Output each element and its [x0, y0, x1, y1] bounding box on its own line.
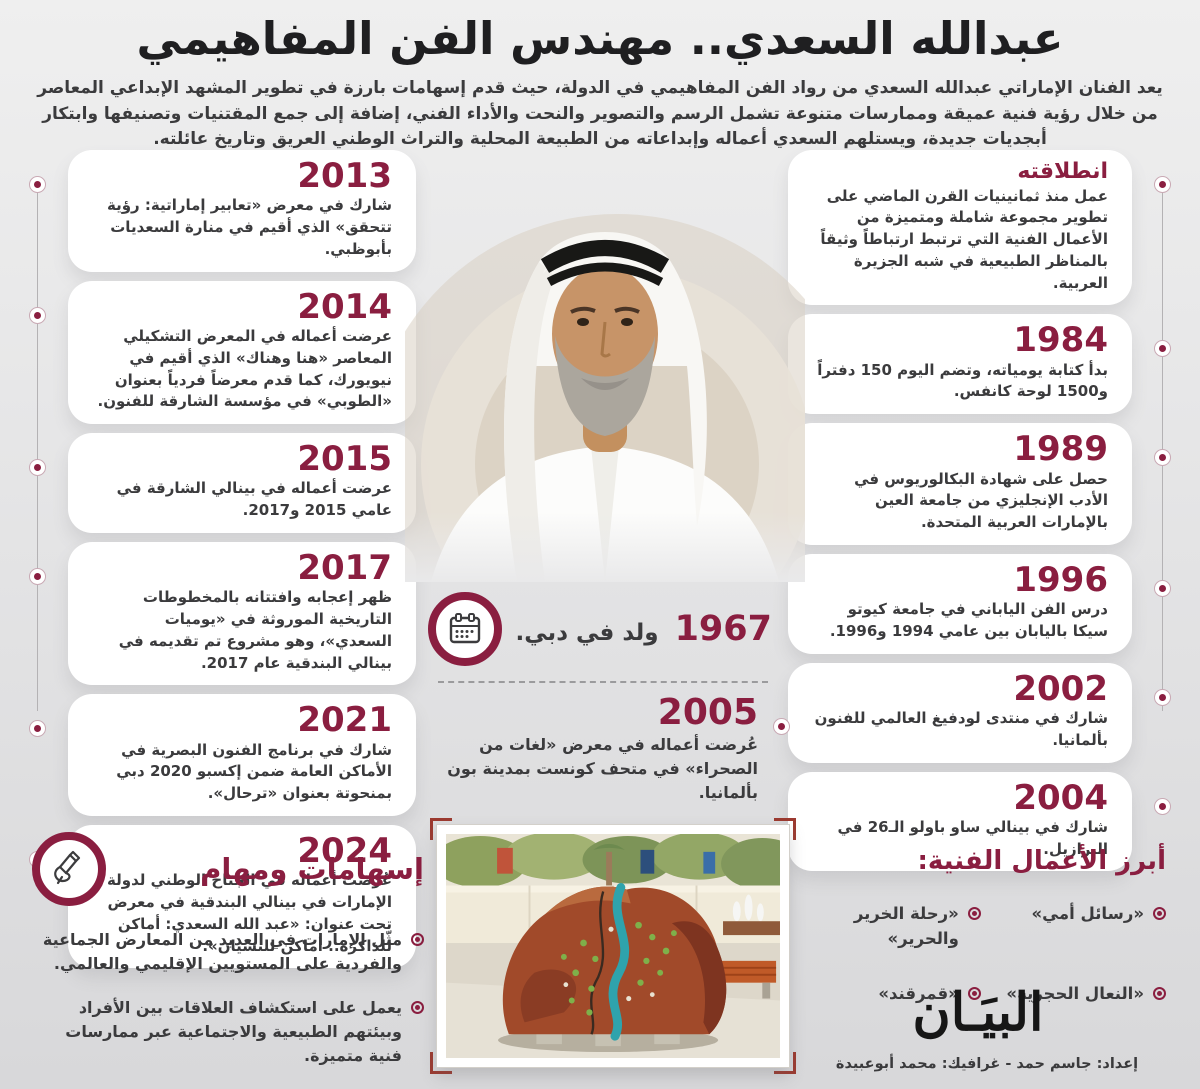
- timeline-item-2015: 2015 عرضت أعماله في بينالي الشارقة في عا…: [20, 433, 416, 533]
- timeline-item-1984: 1984 بدأ كتابة يومياته، وتضم اليوم 150 د…: [788, 314, 1180, 415]
- timeline-dot: [29, 720, 46, 738]
- contributions-title: إسهامات ومهام: [200, 852, 424, 886]
- contribution-text: يعمل على استكشاف العلاقات بين الأفراد وب…: [65, 998, 402, 1065]
- birth-year: 1967: [674, 609, 772, 649]
- frame-corner-icon: [430, 818, 452, 840]
- frame-corner-icon: [774, 1052, 796, 1074]
- timeline-text: بدأ كتابة يومياته، وتضم اليوم 150 دفتراً…: [817, 360, 1108, 401]
- timeline-dot: [1154, 797, 1171, 815]
- timeline-item-2002: 2002 شارك في منتدى لودفيغ العالمي للفنون…: [788, 662, 1180, 763]
- birth-row: 1967 ولد في دبي.: [428, 588, 790, 670]
- year-label: 2017: [297, 547, 392, 588]
- timeline-text: درس الفن الياباني في جامعة كيوتو سيكا با…: [829, 600, 1108, 640]
- timeline-dot: [1154, 176, 1171, 193]
- work-item: «رسائل أمي»: [995, 902, 1166, 952]
- year-label: 2013: [297, 156, 392, 196]
- timeline-dot: [29, 176, 46, 193]
- timeline-dot: [29, 459, 46, 477]
- year-label: 2014: [297, 286, 392, 327]
- notable-works-title: أبرز الأعمال الفنية:: [917, 846, 1167, 876]
- timeline-item-2024: 2024 عُرضت أعماله في الجناح الوطني لدولة…: [20, 824, 416, 969]
- dashed-divider: [438, 681, 768, 683]
- work-title: «النعال الحجرية»: [1006, 983, 1144, 1003]
- frame-corner-icon: [774, 818, 796, 840]
- contribution-item: مثّل الإمارات في العديد من المعارض الجما…: [32, 928, 424, 976]
- timeline-item-2004: 2004 شارك في بينالي ساو باولو الـ26 في ا…: [788, 771, 1180, 872]
- timeline-dot: [1154, 449, 1171, 467]
- timeline-item-2017: 2017 ظهر إعجابه وافتتانه بالمخطوطات التا…: [20, 541, 416, 686]
- timeline-dot: [1154, 688, 1171, 706]
- contribution-text: مثّل الإمارات في العديد من المعارض الجما…: [42, 930, 402, 973]
- timeline-item-start: انطلاقته عمل منذ ثمانينيات القرن الماضي …: [788, 150, 1180, 306]
- timeline-item-1996: 1996 درس الفن الياباني في جامعة كيوتو سي…: [788, 553, 1180, 654]
- timeline-dot: [1154, 579, 1171, 597]
- work-title: «قمرقند»: [878, 983, 959, 1003]
- work-title: «رحلة الخرير والحرير»: [853, 904, 959, 948]
- credit-line: إعداد: جاسم حمد - غرافيك: محمد أبوعبيدة: [835, 1056, 1139, 1072]
- right-timeline-column: انطلاقته عمل منذ ثمانينيات القرن الماضي …: [788, 150, 1180, 872]
- timeline-dot: [29, 306, 46, 324]
- year-label: 2024: [297, 830, 392, 871]
- target-bullet-icon: [411, 933, 424, 946]
- target-bullet-icon: [1153, 986, 1166, 1000]
- timeline-text: عُرضت أعماله في الجناح الوطني لدولة الإم…: [107, 871, 392, 955]
- abdullah-al-saadi-portrait: [367, 146, 867, 714]
- year-label: 2005: [657, 692, 758, 733]
- work-item: «رحلة الخرير والحرير»: [784, 902, 981, 952]
- target-bullet-icon: [411, 1001, 424, 1014]
- timeline-dot: [1154, 340, 1171, 358]
- timeline-item-2005: 2005 عُرضت أعماله في معرض «لغات من الصحر…: [428, 692, 792, 805]
- timeline-item-2013: 2013 شارك في معرض «تعابير إماراتية: رؤية…: [20, 150, 416, 272]
- timeline-text: عمل منذ ثمانينيات القرن الماضي على تطوير…: [820, 186, 1108, 292]
- page-title: عبدالله السعدي.. مهندس الفن المفاهيمي: [136, 12, 1064, 65]
- intro-paragraph: يعد الفنان الإماراتي عبدالله السعدي من ر…: [37, 78, 1163, 149]
- birth-label: ولد في دبي.: [515, 620, 659, 646]
- timeline-line: [1162, 186, 1163, 711]
- pen-hand-icon: [32, 832, 106, 906]
- section-title: انطلاقته: [1017, 159, 1108, 184]
- contributions-section: إسهامات ومهام مثّل الإمارات في العديد من…: [32, 832, 424, 1068]
- timeline-text: شارك في برنامج الفنون البصرية في الأماكن…: [116, 740, 392, 803]
- timeline-text: شارك في منتدى لودفيغ العالمي للفنون بألم…: [814, 709, 1108, 749]
- timeline-item-1989: 1989 حصل على شهادة البكالوريوس في الأدب …: [788, 423, 1180, 545]
- year-label: 2002: [1013, 668, 1108, 709]
- timeline-text: عرضت أعماله في بينالي الشارقة في عامي 20…: [116, 479, 392, 520]
- year-label: 2021: [297, 700, 392, 741]
- timeline-item-2014: 2014 عرضت أعماله في المعرض التشكيلي المع…: [20, 280, 416, 425]
- timeline-text: عرضت أعماله في المعرض التشكيلي المعاصر «…: [97, 327, 392, 411]
- painted-rock-sculpture-photo: [430, 818, 796, 1074]
- timeline-text: حصل على شهادة البكالوريوس في الأدب الإنج…: [854, 469, 1108, 532]
- target-bullet-icon: [967, 986, 981, 1000]
- timeline-text: عُرضت أعماله في معرض «لغات من الصحراء» ف…: [447, 735, 758, 803]
- timeline-dot: [773, 718, 790, 735]
- work-item: «النعال الحجرية»: [995, 982, 1166, 1007]
- birth-text: 1967 ولد في دبي.: [516, 609, 790, 649]
- contribution-item: يعمل على استكشاف العلاقات بين الأفراد وب…: [32, 996, 424, 1068]
- timeline-item-2021: 2021 شارك في برنامج الفنون البصرية في ال…: [20, 694, 416, 816]
- timeline-dot: [29, 567, 46, 585]
- left-timeline-column: 2013 شارك في معرض «تعابير إماراتية: رؤية…: [20, 150, 416, 969]
- frame-corner-icon: [430, 1052, 452, 1074]
- target-bullet-icon: [1153, 907, 1166, 920]
- work-title: «رسائل أمي»: [1031, 904, 1144, 923]
- year-label: 1984: [1013, 320, 1108, 361]
- year-label: 2015: [297, 439, 392, 480]
- timeline-text: شارك في بينالي ساو باولو الـ26 في البراز…: [837, 817, 1108, 858]
- year-label: 2004: [1013, 777, 1108, 818]
- year-label: 1996: [1013, 559, 1108, 600]
- work-item: «قمرقند»: [784, 982, 981, 1007]
- calendar-icon: [428, 592, 502, 666]
- year-label: 1989: [1013, 429, 1108, 470]
- timeline-text: شارك في معرض «تعابير إماراتية: رؤية تتحق…: [106, 196, 392, 258]
- notable-works-section: أبرز الأعمال الفنية: «رسائل أمي» «رحلة ا…: [784, 846, 1166, 1006]
- timeline-text: ظهر إعجابه وافتتانه بالمخطوطات التاريخية…: [118, 588, 392, 672]
- albayan-logo: البيَـان: [912, 982, 1044, 1043]
- target-bullet-icon: [967, 907, 981, 920]
- timeline-line: [37, 186, 38, 711]
